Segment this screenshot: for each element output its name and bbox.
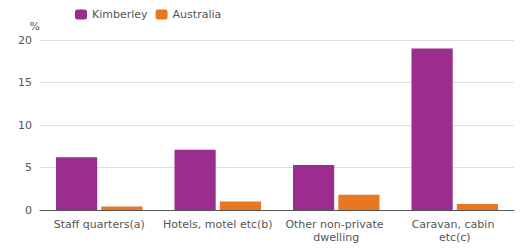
svg-text:Caravan, cabin: Caravan, cabin [412, 218, 498, 231]
svg-text:Kimberley: Kimberley [92, 8, 148, 21]
svg-text:dwelling: dwelling [313, 231, 359, 244]
svg-text:Hotels, motel etc(b): Hotels, motel etc(b) [163, 218, 273, 231]
svg-text:10: 10 [18, 119, 32, 132]
svg-text:Other non-private: Other non-private [285, 218, 387, 231]
svg-text:20: 20 [18, 34, 32, 47]
svg-text:Staff quarters(a): Staff quarters(a) [54, 218, 145, 231]
svg-text:%: % [30, 20, 40, 33]
svg-text:15: 15 [18, 76, 32, 89]
svg-text:5: 5 [25, 161, 32, 174]
svg-text:Australia: Australia [173, 8, 222, 21]
svg-text:0: 0 [25, 204, 32, 217]
svg-text:etc(c): etc(c) [439, 231, 471, 244]
